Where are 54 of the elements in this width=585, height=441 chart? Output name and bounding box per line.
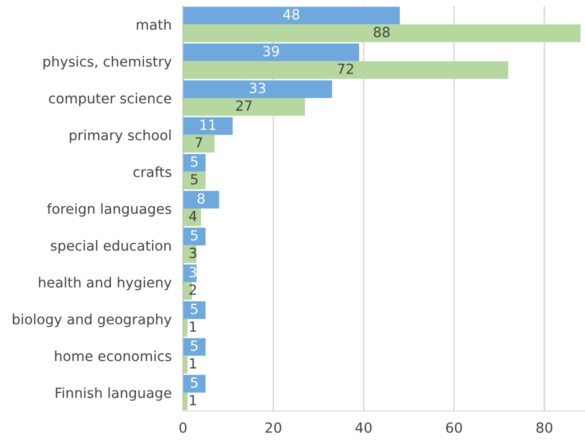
bar [183, 134, 215, 153]
y-tick-label: physics, chemistry [44, 56, 172, 70]
bar [183, 154, 206, 172]
data-label: 3 [190, 266, 196, 278]
bar [183, 190, 220, 208]
y-tick-label: primary school [70, 130, 171, 144]
bar [183, 172, 206, 190]
y-tick-label: health and hygieny [38, 276, 172, 290]
data-label: 1 [190, 395, 196, 406]
data-label: 88 [374, 26, 390, 38]
bar [183, 338, 206, 356]
data-label: 27 [236, 100, 252, 111]
bar [183, 61, 508, 79]
bar [183, 301, 206, 319]
data-label: 72 [338, 64, 354, 74]
y-tick-label: computer science [48, 92, 172, 106]
y-tick-label: crafts [133, 166, 172, 178]
bar [183, 117, 233, 135]
data-label: 48 [283, 9, 300, 20]
data-label: 7 [196, 137, 202, 148]
y-tick-label: foreign languages [47, 203, 172, 217]
bar [183, 24, 580, 42]
data-label: 1 [190, 358, 196, 368]
x-tick-label: 0 [179, 422, 186, 433]
bar [183, 228, 206, 246]
y-tick-label: biology and geography [12, 314, 172, 328]
y-tick-label: special education [50, 240, 171, 254]
x-tick-label: 60 [446, 422, 462, 433]
bar [183, 98, 305, 116]
x-tick-label: 40 [356, 422, 372, 433]
data-label: 5 [190, 230, 198, 241]
data-label: 33 [250, 82, 266, 94]
data-label: 2 [190, 284, 196, 295]
x-tick-label: 20 [266, 422, 282, 433]
data-label: 5 [190, 174, 198, 185]
data-label: 3 [190, 248, 196, 258]
bar [183, 44, 360, 62]
data-label: 8 [198, 193, 205, 204]
data-label: 5 [190, 377, 198, 388]
y-tick-label: home economics [55, 350, 172, 362]
bar [183, 374, 206, 393]
data-label: 1 [190, 322, 196, 332]
y-tick-label: math [136, 19, 171, 30]
bar [183, 392, 188, 410]
data-label: 11 [200, 120, 216, 130]
bar [183, 80, 332, 98]
data-label: 5 [190, 156, 198, 167]
data-label: 4 [189, 211, 197, 222]
data-label: 39 [263, 46, 279, 56]
y-tick-label: Finnish language [56, 387, 172, 401]
x-tick-label: 80 [536, 422, 552, 433]
data-label: 5 [190, 304, 198, 314]
data-label: 5 [190, 340, 198, 351]
bar [183, 6, 400, 24]
